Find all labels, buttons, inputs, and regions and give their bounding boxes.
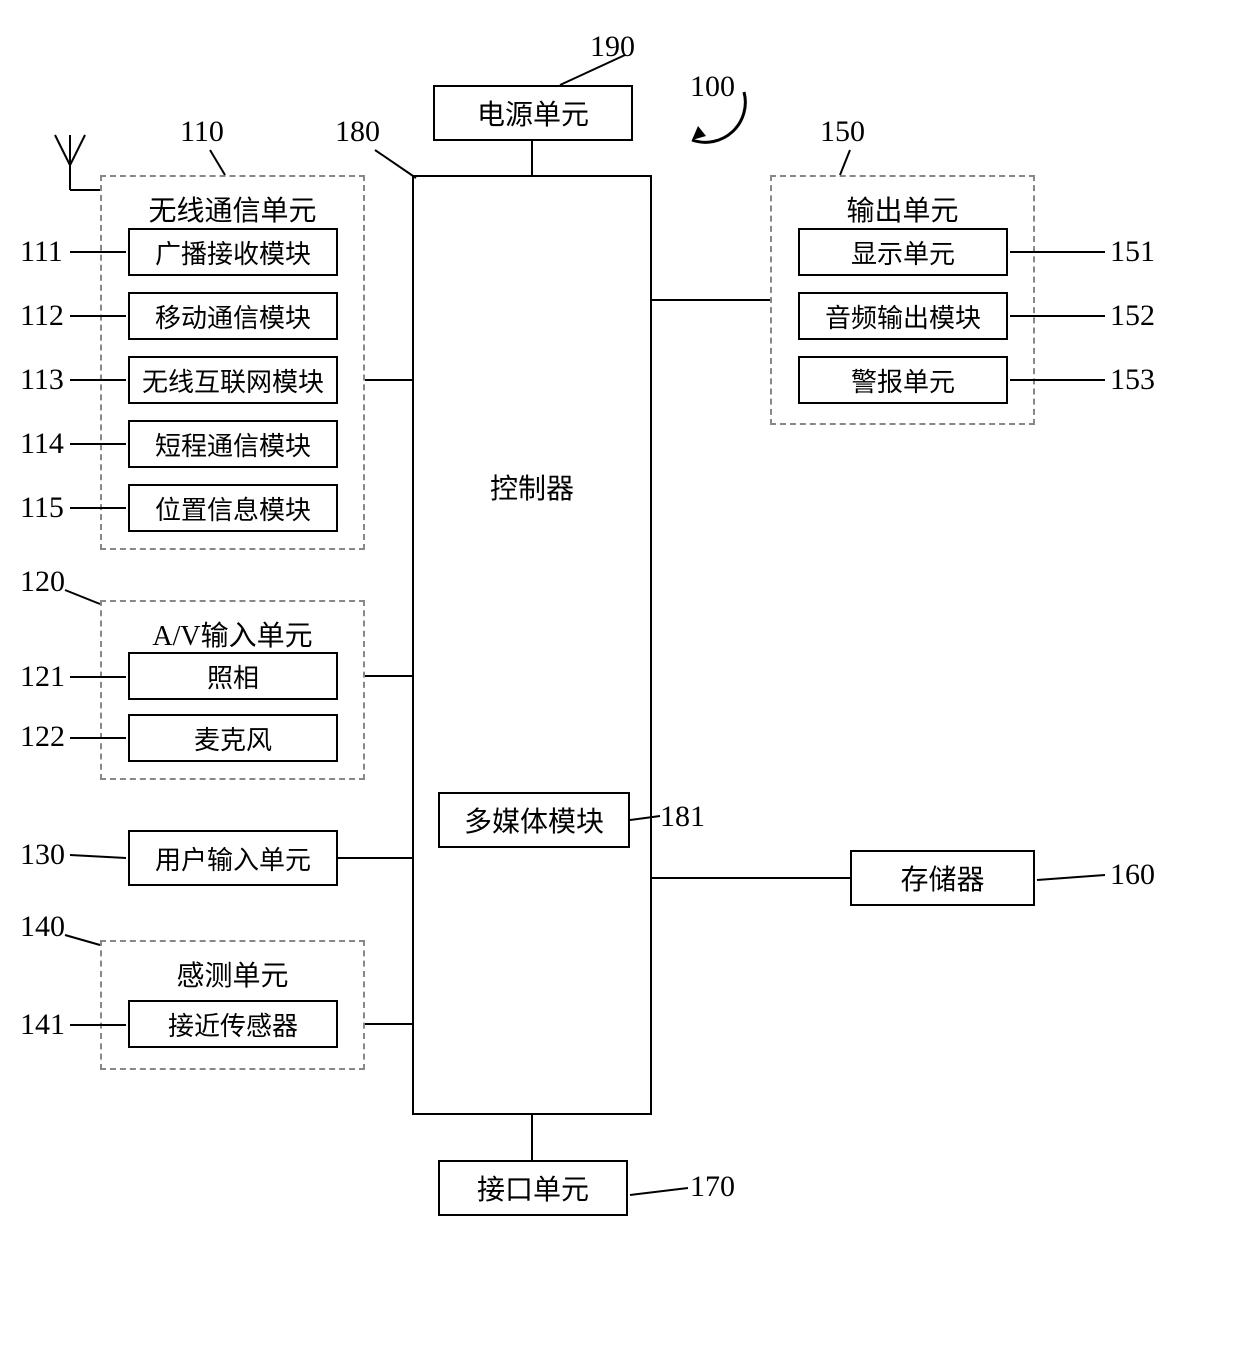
ref-r140: 140 [20,910,65,944]
ref-r170: 170 [690,1170,735,1204]
diagram-canvas: 电源单元 控制器 多媒体模块 无线通信单元 广播接收模块 移动通信模块 无线互联… [0,0,1240,1349]
ref-r190: 190 [590,30,635,64]
ref-r181: 181 [660,800,705,834]
ref-r152: 152 [1110,299,1155,333]
ref-r113: 113 [20,363,64,397]
ref-r115: 115 [20,491,64,525]
ref-r180: 180 [335,115,380,149]
leader-lines [0,0,1240,1349]
ref-r112: 112 [20,299,64,333]
ref-r120: 120 [20,565,65,599]
ref-r160: 160 [1110,858,1155,892]
ref-r114: 114 [20,427,64,461]
ref-r111: 111 [20,235,63,269]
ref-r150: 150 [820,115,865,149]
ref-r122: 122 [20,720,65,754]
ref-r153: 153 [1110,363,1155,397]
ref-r110: 110 [180,115,224,149]
ref-r100: 100 [690,70,735,104]
ref-r141: 141 [20,1008,65,1042]
ref-r121: 121 [20,660,65,694]
ref-r130: 130 [20,838,65,872]
ref-r151: 151 [1110,235,1155,269]
